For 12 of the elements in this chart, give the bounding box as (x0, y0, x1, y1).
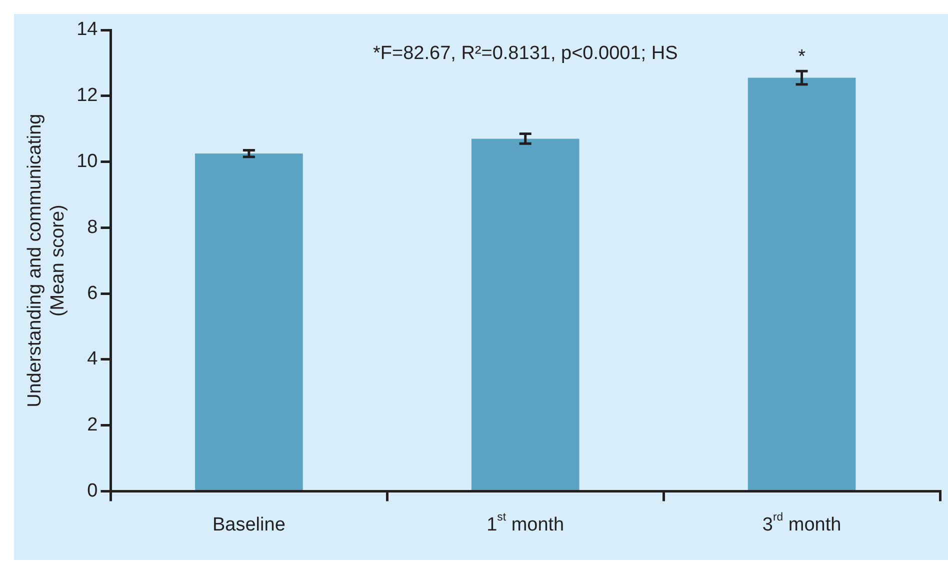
y-tick-label: 14 (76, 19, 98, 40)
y-tick-label: 0 (87, 480, 98, 502)
y-tick-label: 8 (87, 216, 98, 238)
y-tick-label: 10 (76, 151, 98, 172)
y-tick-label: 6 (87, 282, 98, 304)
annotation: * (798, 46, 806, 68)
y-tick-label: 12 (76, 85, 98, 106)
y-axis-title: Understanding and communicating (Mean score) (24, 114, 68, 408)
y-tick-label: 4 (87, 348, 98, 370)
y-tick-label: 2 (87, 414, 98, 436)
annotation: *F=82.67, R²=0.8131, p<0.0001; HS (372, 43, 678, 64)
x-tick-label: Baseline (212, 514, 286, 536)
